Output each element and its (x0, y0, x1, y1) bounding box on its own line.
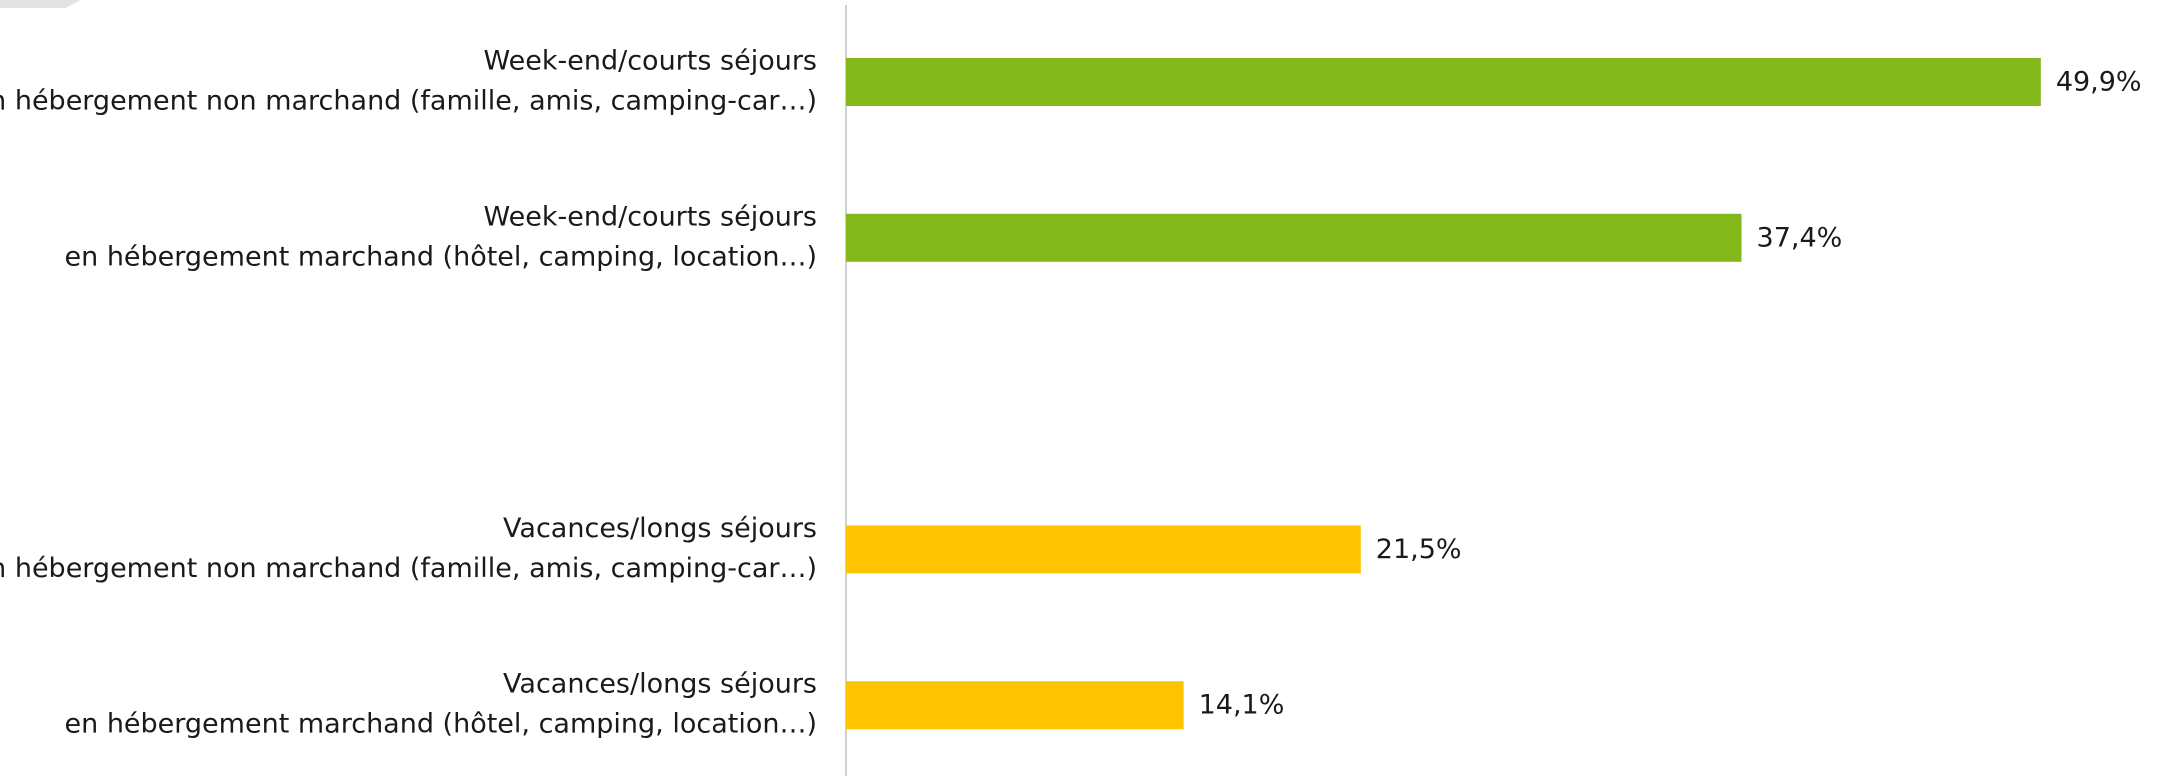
value-label: 37,4% (1757, 222, 1843, 253)
corner-tab (0, 0, 80, 8)
bar (846, 58, 2041, 106)
category-label: Week-end/courts séjours (484, 46, 817, 77)
category-label: en hébergement marchand (hôtel, camping,… (65, 241, 817, 272)
value-label: 14,1% (1199, 690, 1285, 721)
category-label: en hébergement non marchand (famille, am… (0, 86, 817, 117)
value-label: 21,5% (1376, 534, 1462, 565)
bar (846, 681, 1184, 730)
category-label: Vacances/longs séjours (503, 513, 817, 544)
category-label: en hébergement marchand (hôtel, camping,… (65, 709, 817, 740)
bar (846, 525, 1361, 574)
bar (846, 213, 1742, 262)
category-label: en hébergement non marchand (famille, am… (0, 553, 817, 584)
category-label: Week-end/courts séjours (484, 201, 817, 232)
value-label: 49,9% (2056, 67, 2142, 98)
category-label: Vacances/longs séjours (503, 669, 817, 700)
